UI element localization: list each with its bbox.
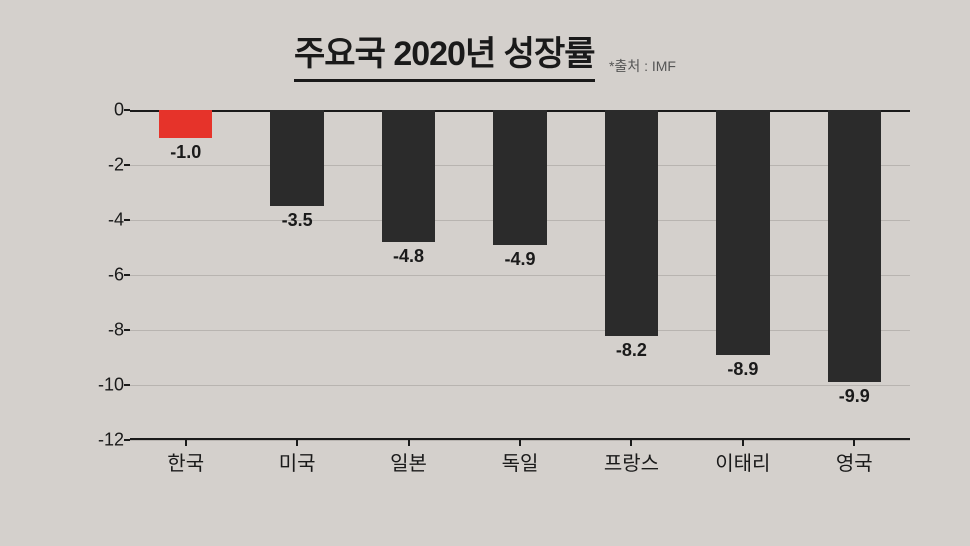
bar-value-label: -8.9	[703, 359, 783, 380]
category-label: 미국	[237, 447, 357, 476]
gridline	[130, 275, 910, 276]
chart-container: 0-2-4-6-8-10-12-1.0한국-3.5미국-4.8일본-4.9독일-…	[80, 110, 910, 470]
chart-title: 주요국 2020년 성장률	[294, 26, 595, 82]
bar	[270, 110, 323, 206]
bar	[159, 110, 212, 138]
ytick-label: -2	[82, 155, 124, 176]
ytick-label: -10	[82, 375, 124, 396]
xtick-mark	[296, 440, 298, 446]
bar	[828, 110, 881, 382]
ytick-mark	[124, 219, 130, 221]
bar-value-label: -3.5	[257, 210, 337, 231]
bar-value-label: -4.8	[369, 246, 449, 267]
bar	[382, 110, 435, 242]
xtick-mark	[185, 440, 187, 446]
ytick-mark	[124, 329, 130, 331]
bar-value-label: -1.0	[146, 142, 226, 163]
plot-area: 0-2-4-6-8-10-12-1.0한국-3.5미국-4.8일본-4.9독일-…	[130, 110, 910, 440]
xtick-mark	[742, 440, 744, 446]
gridline	[130, 330, 910, 331]
title-block: 주요국 2020년 성장률 *출처 : IMF	[0, 26, 970, 82]
ytick-mark	[124, 274, 130, 276]
bar	[493, 110, 546, 245]
ytick-label: -12	[82, 430, 124, 451]
category-label: 영국	[794, 447, 914, 476]
category-label: 프랑스	[571, 447, 691, 476]
bar-value-label: -4.9	[480, 249, 560, 270]
ytick-label: -6	[82, 265, 124, 286]
xtick-mark	[408, 440, 410, 446]
ytick-mark	[124, 384, 130, 386]
ytick-mark	[124, 109, 130, 111]
category-label: 일본	[349, 447, 469, 476]
gridline	[130, 385, 910, 386]
bar	[605, 110, 658, 336]
bar-value-label: -8.2	[591, 340, 671, 361]
xtick-mark	[853, 440, 855, 446]
category-label: 한국	[126, 447, 246, 476]
xtick-mark	[630, 440, 632, 446]
ytick-label: 0	[82, 100, 124, 121]
ytick-label: -4	[82, 210, 124, 231]
source-label: *출처 : IMF	[609, 56, 676, 76]
xtick-mark	[519, 440, 521, 446]
ytick-mark	[124, 439, 130, 441]
category-label: 독일	[460, 447, 580, 476]
bar	[716, 110, 769, 355]
ytick-label: -8	[82, 320, 124, 341]
category-label: 이태리	[683, 447, 803, 476]
bar-value-label: -9.9	[814, 386, 894, 407]
ytick-mark	[124, 164, 130, 166]
